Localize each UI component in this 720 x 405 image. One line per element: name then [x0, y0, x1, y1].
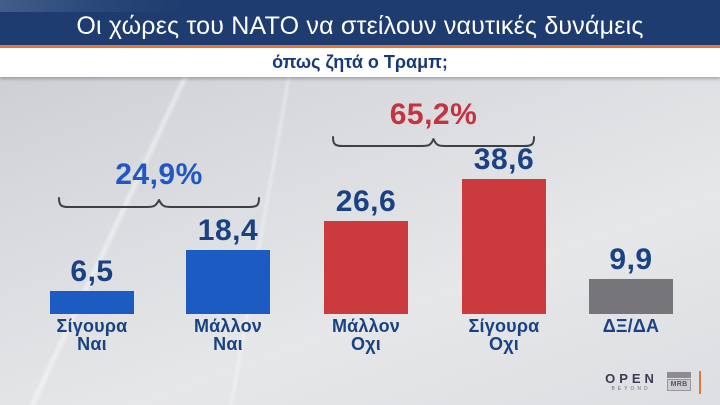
- bar-group-mallon-nai: 18,4: [186, 216, 270, 314]
- bar-value-label: 38,6: [473, 143, 535, 176]
- category-label-sigoura-oxi: Σίγουρα Οχι: [468, 316, 540, 355]
- open-logo-text: OPEN: [605, 371, 658, 386]
- bar-group-dx-da: 9,9: [589, 245, 673, 314]
- mrb-logo-bar: [667, 372, 691, 378]
- bar-mallon-nai: [186, 250, 270, 314]
- bar-mallon-oxi: [324, 221, 408, 314]
- bar-value-label: 18,4: [197, 214, 259, 247]
- mrb-logo-text: MRB: [667, 379, 691, 391]
- category-label-mallon-oxi: Μάλλον Οχι: [331, 316, 401, 355]
- category-label-dx-da: ΔΞ/ΔΑ: [602, 316, 660, 336]
- bar-sigoura-oxi: [462, 179, 546, 314]
- bar-value-label: 26,6: [335, 185, 397, 218]
- page-title: Οι χώρες του ΝΑΤΟ να στείλουν ναυτικές δ…: [76, 12, 644, 40]
- group-total-yes: 24,9%: [115, 158, 203, 191]
- group-bracket-no: [332, 136, 535, 147]
- bar-sigoura-nai: [50, 291, 134, 314]
- subtitle-bar: όπως ζητά ο Τραμπ;: [0, 48, 720, 77]
- bar-value-label: 9,9: [609, 243, 653, 276]
- orange-divider: [0, 45, 720, 48]
- open-tv-logo: OPEN BEYOND: [597, 372, 663, 392]
- orange-accent-line: [699, 371, 701, 394]
- bar-value-label: 6,5: [70, 255, 114, 288]
- page-subtitle: όπως ζητά ο Τραμπ;: [272, 52, 448, 72]
- bar-dx-da: [589, 279, 673, 314]
- bar-group-mallon-oxi: 26,6: [324, 187, 408, 314]
- bar-group-sigoura-oxi: 38,6: [462, 145, 546, 314]
- category-label-mallon-nai: Μάλλον Ναι: [193, 316, 263, 355]
- open-logo-tagline: BEYOND: [611, 386, 651, 392]
- group-bracket-yes: [58, 197, 260, 208]
- mrb-logo: MRB: [667, 372, 691, 391]
- category-label-sigoura-nai: Σίγουρα Ναι: [56, 316, 128, 355]
- bar-group-sigoura-nai: 6,5: [50, 257, 134, 314]
- title-bar: Οι χώρες του ΝΑΤΟ να στείλουν ναυτικές δ…: [0, 0, 720, 45]
- group-total-no: 65,2%: [389, 98, 478, 131]
